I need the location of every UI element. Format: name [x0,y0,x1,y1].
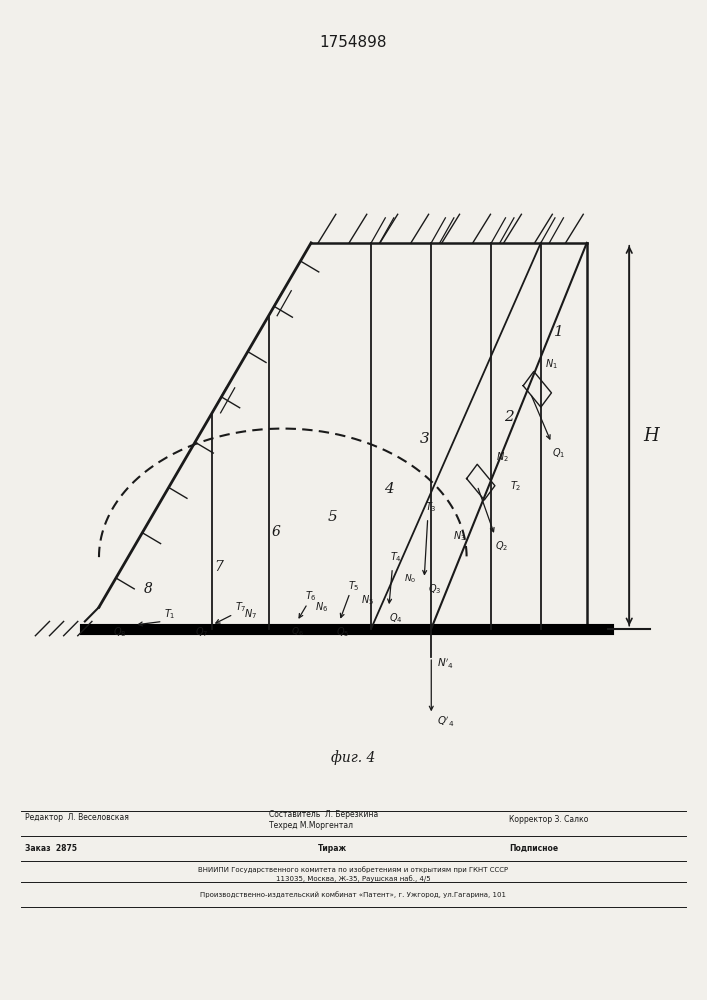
Text: 113035, Москва, Ж-35, Раушская наб., 4/5: 113035, Москва, Ж-35, Раушская наб., 4/5 [276,875,431,882]
Text: $N'_4$: $N'_4$ [437,657,454,671]
Text: $Q_2$: $Q_2$ [496,540,508,553]
Text: $Q_1$: $Q_1$ [552,447,565,460]
Text: $Q'_4$: $Q'_4$ [437,714,454,729]
Text: Корректор З. Салко: Корректор З. Салко [509,816,588,824]
Text: $Q_8$: $Q_8$ [113,625,127,639]
Text: 5: 5 [327,510,337,524]
Text: $N_2$: $N_2$ [496,450,508,464]
Text: $T_7$: $T_7$ [235,600,246,614]
Text: $N_5$: $N_5$ [361,593,374,607]
Text: 6: 6 [271,525,280,539]
Text: $Q_3$: $Q_3$ [428,582,442,596]
Text: $Q_6$: $Q_6$ [291,626,303,638]
Text: 8: 8 [144,582,153,596]
Text: Подписное: Подписное [509,844,558,853]
Text: $T_3$: $T_3$ [426,500,437,514]
Text: Заказ  2875: Заказ 2875 [25,844,77,853]
Text: $T_2$: $T_2$ [510,479,522,493]
Text: $N_1$: $N_1$ [545,357,558,371]
Text: $T_6$: $T_6$ [305,590,317,603]
Text: $Q_5$: $Q_5$ [337,625,349,639]
Text: ВНИИПИ Государственного комитета по изобретениям и открытиям при ГКНТ СССР: ВНИИПИ Государственного комитета по изоб… [199,867,508,873]
Text: Производственно-издательский комбинат «Патент», г. Ужгород, ул.Гагарина, 101: Производственно-издательский комбинат «П… [201,892,506,898]
Text: Тираж: Тираж [318,844,347,853]
Text: 3: 3 [419,432,429,446]
Text: 1: 1 [554,325,563,339]
Text: $Q_7$: $Q_7$ [195,625,208,639]
Text: 4: 4 [384,482,394,496]
Text: $T_5$: $T_5$ [348,579,359,593]
Text: 2: 2 [504,410,514,424]
Text: $N_7$: $N_7$ [245,607,257,621]
Text: Техред М.Моргентал: Техред М.Моргентал [269,820,353,830]
Text: фиг. 4: фиг. 4 [332,750,375,765]
Text: $N_3$: $N_3$ [453,529,466,543]
Text: 1754898: 1754898 [320,35,387,50]
Text: $N_6$: $N_6$ [315,600,328,614]
Text: Составитель  Л. Березкина: Составитель Л. Березкина [269,810,378,819]
Text: H: H [643,427,659,445]
Text: 7: 7 [215,560,223,574]
Text: $N_0$: $N_0$ [404,572,416,585]
Text: $T_4$: $T_4$ [390,550,402,564]
Text: Редактор  Л. Веселовская: Редактор Л. Веселовская [25,813,129,822]
Text: $T_1$: $T_1$ [164,607,175,621]
Text: $Q_4$: $Q_4$ [389,611,403,625]
